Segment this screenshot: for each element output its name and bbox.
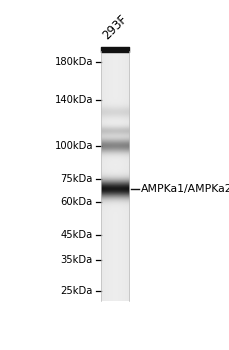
Text: 140kDa: 140kDa — [54, 95, 93, 105]
Text: 60kDa: 60kDa — [60, 197, 93, 207]
Text: AMPKa1/AMPKa2: AMPKa1/AMPKa2 — [140, 184, 229, 194]
Text: 100kDa: 100kDa — [54, 141, 93, 151]
Text: 180kDa: 180kDa — [54, 57, 93, 67]
Text: 35kDa: 35kDa — [60, 255, 93, 265]
Text: 75kDa: 75kDa — [60, 174, 93, 184]
Text: 45kDa: 45kDa — [60, 230, 93, 240]
Text: 293F: 293F — [100, 12, 129, 42]
Text: 25kDa: 25kDa — [60, 286, 93, 296]
